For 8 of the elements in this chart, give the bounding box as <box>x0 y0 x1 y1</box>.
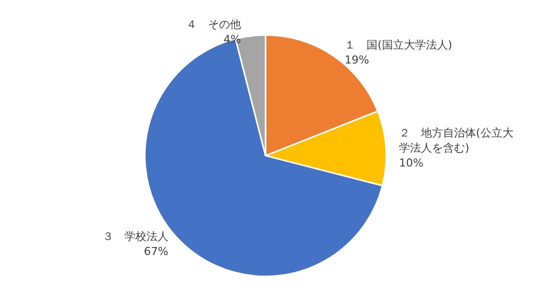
slice-label: １ 国(国立大学法人) <box>344 38 452 52</box>
data-label: 19% <box>344 54 370 67</box>
slice-label: ４ その他 <box>186 18 241 31</box>
slice-label: ３ 学校法人 <box>102 230 168 243</box>
slice-label: ２ 地方自治体(公立大学法人を含む) <box>398 126 514 154</box>
data-label: 67% <box>144 244 168 258</box>
data-label: 4% <box>223 32 241 46</box>
data-label: 10% <box>398 156 424 170</box>
